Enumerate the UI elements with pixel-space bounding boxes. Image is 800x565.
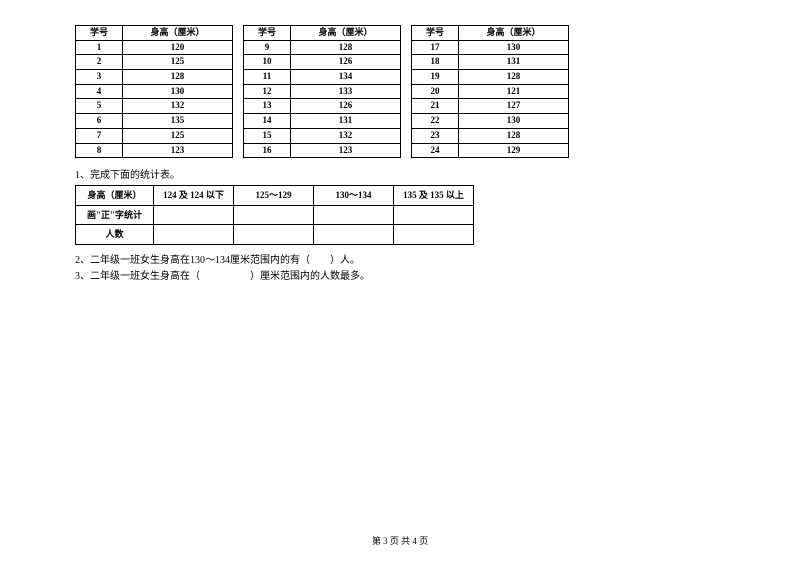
table-row: 18131 [412,55,569,70]
page-footer: 第 3 页 共 4 页 [0,534,800,547]
height-data-tables: 学号身高（厘米） 1120 2125 3128 4130 5132 6135 7… [75,25,725,158]
table-row: 7125 [76,128,233,143]
question-1-label: 1、完成下面的统计表。 [75,166,725,181]
count-cell [234,225,314,245]
table-row: 24129 [412,143,569,158]
summary-col-d: 135 及 135 以上 [394,186,474,206]
count-cell [314,225,394,245]
tally-cell [394,205,474,225]
data-table-2: 学号身高（厘米） 9128 10126 11134 12133 13126 14… [243,25,401,158]
table-row: 1120 [76,40,233,55]
tally-row-label: 画"正"字统计 [76,205,154,225]
table-row: 19128 [412,70,569,85]
table-row: 10126 [244,55,401,70]
table-row: 16123 [244,143,401,158]
question-2: 2、二年级一班女生身高在130～134厘米范围内的有（ ）人。 [75,253,725,269]
col-height: 身高（厘米） [123,26,233,41]
table-row: 23128 [412,128,569,143]
col-id: 学号 [76,26,123,41]
table-row: 3128 [76,70,233,85]
table-row: 5132 [76,99,233,114]
table-row: 20121 [412,84,569,99]
count-cell [154,225,234,245]
col-id: 学号 [244,26,291,41]
data-table-1: 学号身高（厘米） 1120 2125 3128 4130 5132 6135 7… [75,25,233,158]
summary-col-b: 125～129 [234,186,314,206]
table-row: 11134 [244,70,401,85]
table-row: 21127 [412,99,569,114]
count-cell [394,225,474,245]
question-3: 3、二年级一班女生身高在（ ）厘米范围内的人数最多。 [75,269,725,285]
tally-cell [234,205,314,225]
summary-col-c: 130～134 [314,186,394,206]
data-table-3: 学号身高（厘米） 17130 18131 19128 20121 21127 2… [411,25,569,158]
table-row: 8123 [76,143,233,158]
col-height: 身高（厘米） [459,26,569,41]
table-row: 9128 [244,40,401,55]
col-id: 学号 [412,26,459,41]
table-row: 12133 [244,84,401,99]
table-row: 15132 [244,128,401,143]
table-row: 22130 [412,114,569,129]
table-row: 4130 [76,84,233,99]
table-row: 6135 [76,114,233,129]
col-height: 身高（厘米） [291,26,401,41]
tally-cell [314,205,394,225]
summary-col-a: 124 及 124 以下 [154,186,234,206]
tally-cell [154,205,234,225]
summary-col-height: 身高（厘米） [76,186,154,206]
count-row-label: 人数 [76,225,154,245]
table-row: 13126 [244,99,401,114]
table-row: 17130 [412,40,569,55]
summary-table: 身高（厘米） 124 及 124 以下 125～129 130～134 135 … [75,185,474,245]
table-row: 14131 [244,114,401,129]
table-row: 2125 [76,55,233,70]
